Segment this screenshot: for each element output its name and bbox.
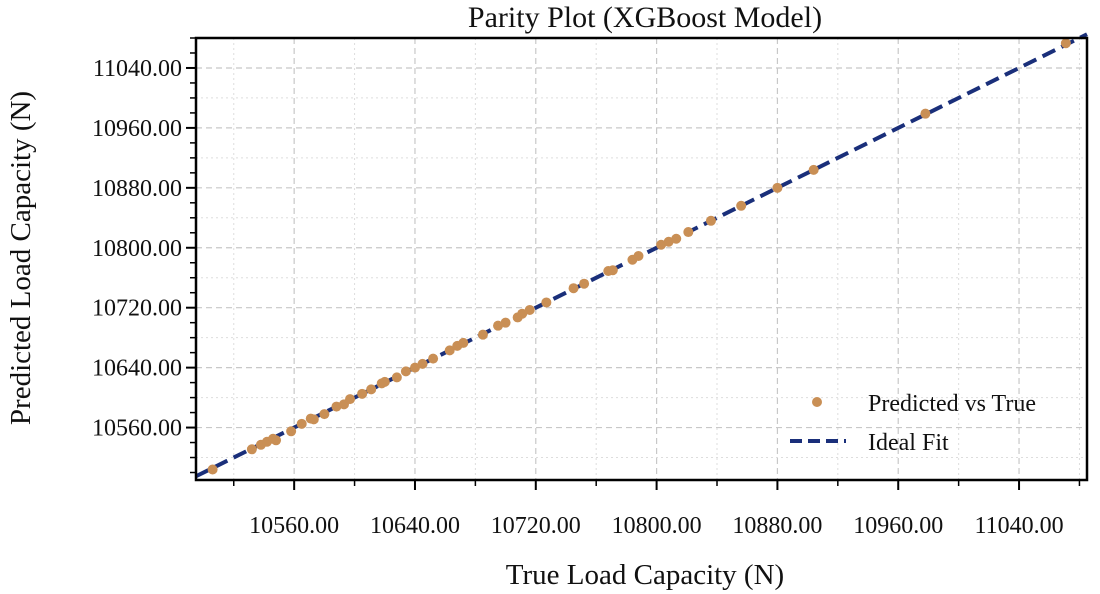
data-point [541, 297, 552, 308]
y-tick-labels: 10560.00 10640.00 10720.00 10800.00 10880.00… [92, 56, 182, 442]
data-point [524, 304, 535, 315]
data-point [357, 388, 368, 399]
ideal-fit-line [195, 32, 1088, 479]
legend-label-ideal-fit: Ideal Fit [868, 430, 949, 456]
data-point [409, 362, 420, 373]
legend-marker-points [812, 397, 822, 407]
data-point [296, 418, 307, 429]
y-tick-label: 11040.00 [93, 56, 182, 82]
data-point [345, 394, 356, 405]
data-point [308, 414, 319, 425]
plot-frame [194, 36, 1089, 482]
data-point [579, 278, 590, 289]
data-point [568, 283, 579, 294]
data-point [1060, 38, 1071, 49]
data-point [607, 265, 618, 276]
y-tick-label: 10720.00 [92, 296, 182, 322]
legend: Predicted vs True Ideal Fit [790, 391, 1036, 456]
data-point [458, 337, 469, 348]
data-point [444, 345, 455, 356]
data-point [477, 329, 488, 340]
data-point [379, 376, 390, 387]
data-point [772, 182, 783, 193]
data-point [286, 426, 297, 437]
x-tick-label: 11040.00 [974, 513, 1063, 539]
x-tick-label: 10960.00 [853, 513, 943, 539]
data-point [331, 401, 342, 412]
data-point [671, 233, 682, 244]
data-point [663, 236, 674, 247]
data-point [656, 239, 667, 250]
data-point [736, 200, 747, 211]
data-point [500, 317, 511, 328]
x-tick-labels: 10560.00 10640.00 10720.00 10800.00 10880.00… [249, 513, 1063, 539]
data-point [271, 435, 282, 446]
x-tick-label: 10640.00 [370, 513, 460, 539]
x-tick-label: 10720.00 [491, 513, 581, 539]
legend-label-points: Predicted vs True [868, 391, 1036, 417]
scatter-points [207, 38, 1071, 475]
y-tick-label: 10640.00 [92, 356, 182, 382]
data-point [493, 320, 504, 331]
y-axis-label: Predicted Load Capacity (N) [5, 91, 37, 425]
data-point [920, 108, 931, 119]
data-point [808, 164, 819, 175]
x-tick-label: 10880.00 [732, 513, 822, 539]
data-point [517, 308, 528, 319]
data-point [428, 353, 439, 364]
data-point [705, 215, 716, 226]
y-tick-label: 10560.00 [92, 416, 182, 442]
data-point [633, 251, 644, 262]
data-point [683, 227, 694, 238]
ideal-fit-line-layer [195, 32, 1088, 479]
data-point [246, 444, 257, 455]
x-tick-label: 10560.00 [249, 513, 339, 539]
y-tick-label: 10960.00 [92, 116, 182, 142]
y-tick-label: 10800.00 [92, 236, 182, 262]
data-point [207, 464, 218, 475]
data-point [319, 409, 330, 420]
y-tick-label: 10880.00 [92, 176, 182, 202]
axis-ticks [186, 37, 1081, 490]
data-point [391, 372, 402, 383]
data-point [400, 366, 411, 377]
chart-title: Parity Plot (XGBoost Model) [468, 1, 822, 34]
x-axis-label: True Load Capacity (N) [506, 559, 784, 591]
x-tick-label: 10800.00 [612, 513, 702, 539]
data-point [417, 358, 428, 369]
data-point [366, 384, 377, 395]
